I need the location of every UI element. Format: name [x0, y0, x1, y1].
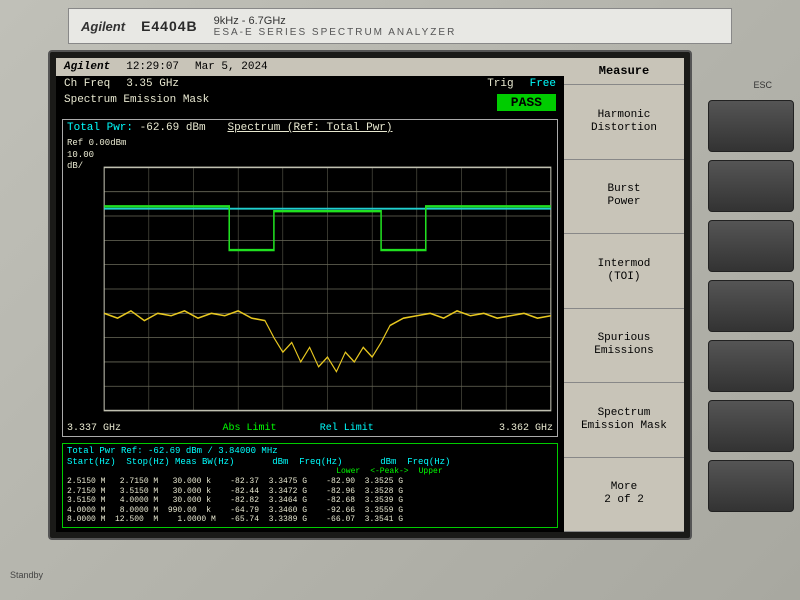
- brand-text: Agilent: [81, 19, 125, 34]
- spectrum-graph: Total Pwr: -62.69 dBm Spectrum (Ref: Tot…: [62, 119, 558, 437]
- sem-label: Spectrum Emission Mask: [64, 94, 209, 111]
- table-rows: 2.5150 M 2.7150 M 30.000 k -82.37 3.3475…: [67, 477, 553, 525]
- hw-softkey-6[interactable]: [708, 400, 794, 452]
- series-text: ESA-E SERIES SPECTRUM ANALYZER: [214, 27, 457, 38]
- hw-softkey-4[interactable]: [708, 280, 794, 332]
- model-text: E4404B: [141, 18, 198, 34]
- screen-frame: Agilent 12:29:07 Mar 5, 2024 Ch Freq 3.3…: [48, 50, 692, 540]
- total-power-readout: Total Pwr: -62.69 dBm: [67, 122, 206, 134]
- peak-lower: Lower: [336, 467, 360, 477]
- graph-title: Spectrum (Ref: Total Pwr): [227, 122, 392, 134]
- hw-softkey-3[interactable]: [708, 220, 794, 272]
- screen-brand: Agilent: [64, 61, 110, 73]
- softkey-more[interactable]: More2 of 2: [564, 458, 684, 533]
- clock-date: Mar 5, 2024: [195, 61, 268, 73]
- sem-row: Spectrum Emission Mask PASS: [56, 92, 564, 113]
- x-start: 3.337 GHz: [67, 423, 121, 434]
- graph-ref-scale: Ref 0.00dBm 10.00 dB/: [67, 138, 126, 173]
- softkey-spectrum-emission-mask[interactable]: SpectrumEmission Mask: [564, 383, 684, 458]
- clock-time: 12:29:07: [126, 61, 179, 73]
- trig-label: Trig: [487, 78, 513, 90]
- hw-softkey-7[interactable]: [708, 460, 794, 512]
- softkey-intermod-toi[interactable]: Intermod(TOI): [564, 234, 684, 309]
- rel-limit-label: Rel Limit: [320, 423, 374, 434]
- table-header: Start(Hz) Stop(Hz) Meas BW(Hz) dBm Freq(…: [67, 457, 553, 468]
- graph-x-labels: 3.337 GHz Abs Limit Rel Limit 3.362 GHz: [67, 423, 553, 434]
- chfreq-value: 3.35 GHz: [126, 78, 179, 90]
- x-stop: 3.362 GHz: [499, 423, 553, 434]
- softkey-column: Measure HarmonicDistortion BurstPower In…: [564, 58, 684, 532]
- softkey-spurious-emissions[interactable]: SpuriousEmissions: [564, 309, 684, 384]
- hw-softkey-2[interactable]: [708, 160, 794, 212]
- hw-softkey-1[interactable]: [708, 100, 794, 152]
- softkey-burst-power[interactable]: BurstPower: [564, 160, 684, 235]
- table-summary: Total Pwr Ref: -62.69 dBm / 3.84000 MHz: [67, 446, 553, 457]
- peak-upper: Upper: [419, 467, 443, 477]
- freq-range-text: 9kHz - 6.7GHz: [214, 15, 457, 27]
- esc-label: ESC: [753, 80, 772, 90]
- pass-badge: PASS: [497, 94, 556, 111]
- softkey-harmonic-distortion[interactable]: HarmonicDistortion: [564, 85, 684, 160]
- trig-value: Free: [530, 78, 556, 90]
- channel-freq-row: Ch Freq 3.35 GHz Trig Free: [56, 76, 564, 92]
- spectrum-svg: [63, 120, 557, 436]
- standby-label: Standby: [10, 570, 43, 580]
- hw-softkey-5[interactable]: [708, 340, 794, 392]
- peak-tag: <-Peak->: [370, 467, 408, 477]
- softkey-header: Measure: [564, 58, 684, 85]
- instrument-label-strip: Agilent E4404B 9kHz - 6.7GHz ESA-E SERIE…: [68, 8, 732, 44]
- chfreq-label: Ch Freq: [64, 78, 110, 90]
- results-table: Total Pwr Ref: -62.69 dBm / 3.84000 MHz …: [62, 443, 558, 528]
- titlebar: Agilent 12:29:07 Mar 5, 2024: [56, 58, 564, 76]
- hardware-softkey-buttons: [708, 100, 794, 512]
- abs-limit-label: Abs Limit: [223, 423, 277, 434]
